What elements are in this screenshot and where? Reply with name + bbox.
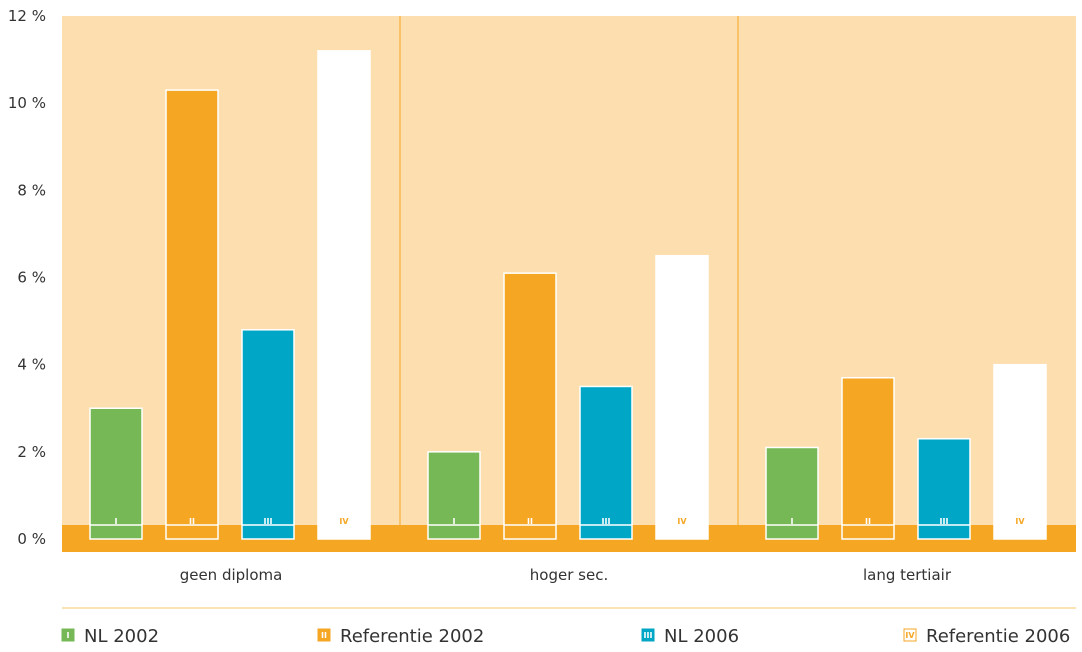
bar-3-2 [579, 385, 633, 540]
bar-2-1 [165, 89, 219, 540]
x-category-label-1: geen diploma [180, 566, 283, 584]
bar-4-3 [993, 363, 1047, 540]
legend-item-2: II Referentie 2002 [317, 626, 484, 647]
legend-label-2: Referentie 2002 [340, 626, 484, 647]
bar-base-4-2 [655, 524, 709, 540]
legend-swatch-1 [61, 628, 75, 642]
bar-base-2-2 [503, 524, 557, 540]
legend-marker-4: IV [905, 631, 915, 640]
bar-base-4-3 [993, 524, 1047, 540]
bar-marker-4-1: IV [339, 517, 349, 526]
bar-base-3-1 [241, 524, 295, 540]
bar-base-1-3 [765, 524, 819, 540]
legend-item-1: I NL 2002 [61, 626, 159, 647]
bar-2-3 [841, 376, 895, 540]
plot-background [62, 16, 1076, 552]
bar-base-1-1 [89, 524, 143, 540]
legend-marker-3: III [644, 631, 653, 640]
bar-base-3-3 [917, 524, 971, 540]
bar-2-2 [503, 272, 557, 540]
legend-marker-2: II [321, 631, 327, 640]
legend-marker-1: I [67, 631, 70, 640]
bar-marker-4-2: IV [677, 517, 687, 526]
bar-marker-1-2: I [453, 517, 456, 526]
y-tick-label-2: 4 % [17, 356, 46, 374]
legend-swatch-2 [317, 628, 331, 642]
y-tick-label-6: 12 % [8, 7, 46, 25]
bar-4-2 [655, 254, 709, 540]
bar-marker-1-3: I [791, 517, 794, 526]
bar-marker-2-3: II [865, 517, 871, 526]
legend-label-4: Referentie 2006 [926, 626, 1070, 647]
bar-marker-4-3: IV [1015, 517, 1025, 526]
legend-swatch-3 [641, 628, 655, 642]
bar-base-2-1 [165, 524, 219, 540]
bar-marker-3-1: III [264, 517, 273, 526]
group-dividers [399, 16, 739, 525]
bar-marker-3-2: III [602, 517, 611, 526]
bar-base-1-2 [427, 524, 481, 540]
bar-base-3-2 [579, 524, 633, 540]
y-axis-ticks: 0 % 2 % 4 % 6 % 8 % 10 % 12 % [8, 7, 46, 548]
bar-1-1 [89, 407, 143, 540]
legend: I NL 2002 II Referentie 2002 III NL 2006 IV Ref… [61, 626, 1070, 647]
legend-label-3: NL 2006 [664, 626, 739, 647]
y-tick-label-5: 10 % [8, 94, 46, 112]
bar-marker-3-3: III [940, 517, 949, 526]
bar-4-1 [317, 50, 371, 540]
x-category-label-2: hoger sec. [530, 566, 608, 584]
y-tick-label-3: 6 % [17, 269, 46, 287]
bar-marker-1-1: I [115, 517, 118, 526]
bar-marker-2-1: II [189, 517, 195, 526]
legend-swatch-4 [903, 628, 917, 642]
legend-item-3: III NL 2006 [641, 626, 739, 647]
x-category-label-3: lang tertiair [863, 566, 952, 584]
bar-base-4-1 [317, 524, 371, 540]
y-tick-label-4: 8 % [17, 181, 46, 199]
bar-1-3 [765, 446, 819, 540]
bar-marker-2-2: II [527, 517, 533, 526]
bars [89, 50, 1047, 540]
baseline-band [62, 525, 1076, 552]
legend-label-1: NL 2002 [84, 626, 159, 647]
legend-item-4: IV Referentie 2006 [903, 626, 1070, 647]
x-axis-categories: geen diploma hoger sec. lang tertiair [180, 566, 952, 584]
bar-3-3 [917, 438, 971, 540]
bar-markers: I II III IV I II III IV I II III IV [115, 517, 1026, 526]
bar-base-2-3 [841, 524, 895, 540]
y-tick-label-1: 2 % [17, 443, 46, 461]
y-tick-label-0: 0 % [17, 530, 46, 548]
bar-3-1 [241, 329, 295, 540]
